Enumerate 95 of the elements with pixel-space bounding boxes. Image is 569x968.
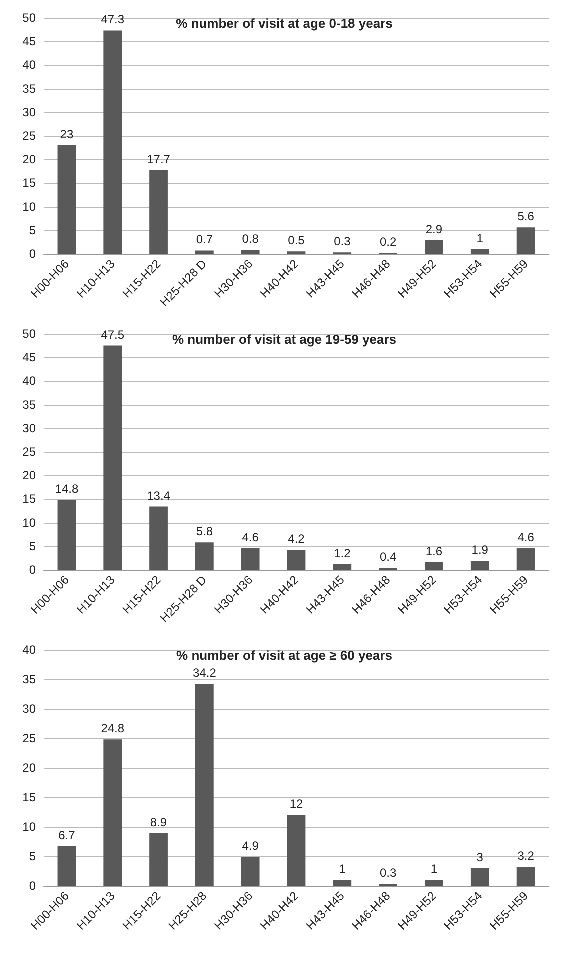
bar — [470, 561, 490, 570]
bar — [241, 250, 260, 254]
y-tick-label: 35 — [22, 398, 36, 412]
data-label: 0.2 — [380, 235, 397, 250]
data-label: 0.5 — [288, 234, 306, 248]
data-label: 1.2 — [334, 546, 352, 560]
data-label: 0.4 — [380, 550, 397, 564]
y-tick-label: 25 — [22, 129, 36, 143]
bar — [150, 506, 168, 570]
bar — [516, 228, 536, 254]
bar — [516, 867, 536, 886]
y-tick-label: 25 — [22, 445, 36, 459]
y-tick-label: 40 — [22, 643, 36, 657]
chart-title: % number of visit at age ≥ 60 years — [176, 648, 392, 663]
y-tick-label: 10 — [22, 516, 36, 530]
y-tick-label: 40 — [22, 374, 36, 388]
data-label: 1 — [339, 862, 346, 876]
bar — [287, 815, 306, 886]
bar — [150, 170, 168, 254]
y-tick-label: 15 — [22, 492, 36, 506]
bar — [58, 500, 76, 570]
bar — [425, 240, 444, 254]
bar — [196, 250, 214, 254]
data-label: 1 — [476, 231, 484, 246]
data-label: 5.6 — [518, 210, 535, 224]
bar — [241, 857, 260, 886]
chart-title: % number of visit at age 19-59 years — [172, 332, 396, 347]
data-label: 4.2 — [288, 532, 306, 546]
bar — [104, 740, 122, 886]
data-label: 34.2 — [193, 666, 217, 680]
y-tick-label: 15 — [22, 176, 36, 190]
y-tick-label: 30 — [22, 105, 36, 120]
data-label: 23 — [60, 127, 74, 142]
bar — [104, 346, 122, 570]
data-label: 17.7 — [147, 152, 171, 166]
y-tick-label: 30 — [22, 702, 36, 716]
data-label: 13.4 — [147, 488, 171, 503]
data-label: 1.9 — [472, 543, 489, 558]
data-label: 4.6 — [518, 530, 535, 544]
data-label: 0.8 — [242, 232, 260, 246]
y-tick-label: 20 — [22, 468, 36, 483]
data-label: 47.5 — [101, 328, 125, 342]
bar — [196, 684, 214, 886]
y-tick-label: 5 — [29, 850, 36, 864]
bar — [58, 145, 76, 254]
y-tick-label: 0 — [29, 247, 36, 261]
y-tick-label: 10 — [22, 820, 36, 834]
y-tick-label: 30 — [22, 421, 36, 436]
data-label: 47.3 — [101, 12, 125, 27]
chart-title: % number of visit at age 0-18 years — [176, 16, 393, 31]
bar — [150, 833, 168, 886]
data-label: 6.7 — [58, 828, 76, 842]
y-tick-label: 25 — [22, 732, 36, 746]
bar — [425, 562, 444, 570]
data-label: 0.3 — [334, 234, 352, 249]
bar — [241, 548, 260, 570]
y-tick-label: 15 — [22, 790, 36, 804]
data-label: 3.2 — [518, 849, 535, 864]
bar — [470, 868, 490, 886]
y-tick-label: 50 — [22, 11, 36, 25]
data-label: 14.8 — [55, 482, 79, 496]
data-label: 1.6 — [426, 544, 443, 558]
data-label: 0.3 — [380, 866, 397, 880]
y-tick-label: 50 — [22, 327, 36, 341]
y-tick-label: 20 — [22, 152, 36, 167]
y-tick-label: 0 — [29, 879, 36, 893]
y-tick-label: 45 — [22, 34, 36, 49]
y-tick-label: 10 — [22, 200, 36, 214]
bar — [104, 30, 122, 254]
y-tick-label: 40 — [22, 58, 36, 72]
data-label: 0.7 — [196, 232, 214, 247]
bar — [333, 880, 352, 886]
y-tick-label: 0 — [29, 563, 36, 577]
y-tick-label: 5 — [29, 539, 36, 554]
data-label: 5.8 — [196, 524, 214, 539]
data-label: 1 — [430, 862, 438, 876]
bar — [470, 249, 490, 254]
bar — [58, 846, 76, 886]
data-label: 4.9 — [242, 839, 260, 854]
y-tick-label: 35 — [22, 82, 36, 96]
bar — [425, 880, 444, 886]
bar — [333, 564, 352, 570]
bar — [196, 542, 214, 570]
data-label: 3 — [476, 850, 484, 864]
bar — [516, 548, 536, 570]
y-tick-label: 20 — [22, 761, 36, 775]
y-tick-label: 45 — [22, 350, 36, 365]
y-tick-label: 5 — [29, 223, 36, 238]
data-label: 4.6 — [242, 530, 260, 544]
data-label: 24.8 — [101, 722, 125, 736]
bar — [287, 550, 306, 570]
data-label: 12 — [290, 797, 304, 812]
data-label: 8.9 — [150, 815, 168, 830]
y-tick-label: 35 — [22, 672, 36, 686]
data-label: 2.9 — [426, 222, 443, 236]
